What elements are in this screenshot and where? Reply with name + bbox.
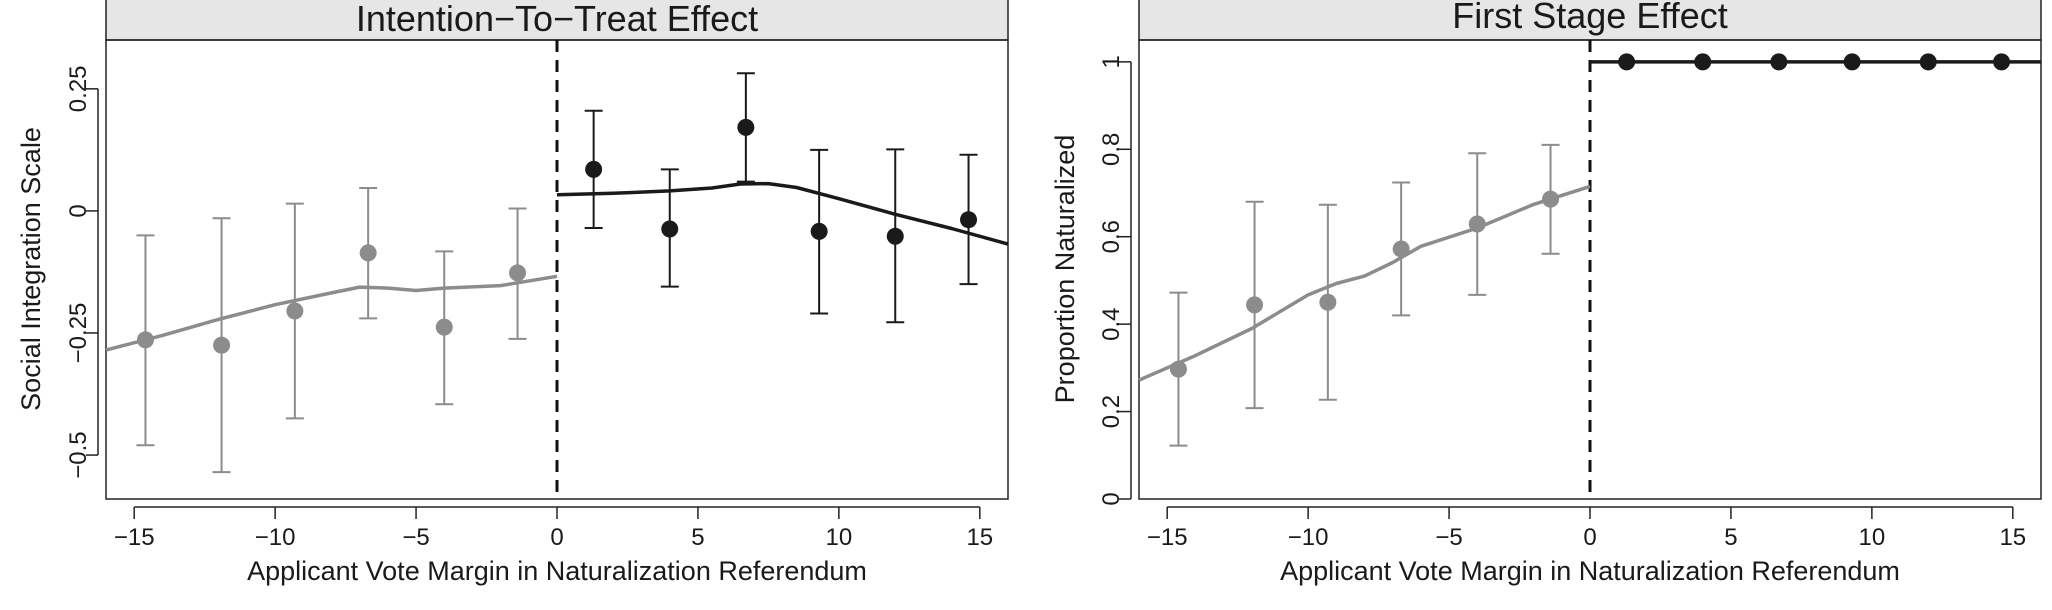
itt-data-point	[585, 160, 603, 178]
itt-panel: Intention−To−Treat Effect −15 −10 −5 0 5 10 15…	[16, 0, 1009, 586]
itt-data-point	[886, 227, 904, 245]
first-stage-fit-line-left	[1138, 184, 1591, 382]
itt-data-point	[359, 244, 377, 262]
first-stage-data-point	[1246, 296, 1264, 314]
first-stage-x-tick-label: −5	[1435, 524, 1462, 551]
itt-y-axis: −0.5 −0.25 0 0.25	[65, 65, 99, 479]
itt-data-point	[810, 222, 828, 240]
first-stage-data-point	[1392, 240, 1410, 258]
itt-panel-title: Intention−To−Treat Effect	[356, 0, 758, 39]
first-stage-data-point	[1843, 53, 1861, 71]
first-stage-data-point	[1993, 53, 2011, 71]
first-stage-y-tick-label: 0.6	[1098, 220, 1125, 253]
itt-data-point	[661, 220, 679, 238]
first-stage-panel-title: First Stage Effect	[1452, 0, 1727, 36]
itt-data-point	[960, 211, 978, 229]
first-stage-y-axis-title: Proportion Naturalized	[1050, 135, 1080, 404]
itt-data-point	[286, 302, 304, 320]
first-stage-x-tick-label: 15	[1999, 524, 2026, 551]
itt-x-tick-label: −10	[255, 524, 296, 551]
first-stage-data-point	[1468, 215, 1486, 233]
itt-title-strip	[105, 0, 1009, 41]
itt-data-point	[435, 318, 453, 336]
itt-x-axis-title: Applicant Vote Margin in Naturalization …	[247, 556, 867, 586]
first-stage-y-tick-label: 1	[1098, 55, 1125, 68]
first-stage-x-tick-label: −15	[1147, 524, 1188, 551]
first-stage-data-point	[1319, 293, 1337, 311]
first-stage-title-strip	[1138, 0, 2042, 41]
itt-fit-line-right	[556, 181, 1009, 246]
first-stage-x-tick-label: −10	[1288, 524, 1329, 551]
itt-data-point	[213, 336, 231, 354]
first-stage-x-tick-label: 5	[1724, 524, 1737, 551]
first-stage-data-point	[1618, 53, 1636, 71]
itt-x-tick-label: 0	[550, 524, 563, 551]
itt-data-point	[136, 331, 154, 349]
first-stage-x-axis: −15 −10 −5 0 5 10 15	[1147, 506, 2026, 551]
itt-y-axis-title: Social Integration Scale	[16, 127, 46, 411]
first-stage-y-axis: 0 0.2 0.4 0.6 0.8 1	[1098, 55, 1132, 506]
first-stage-y-tick-label: 0.2	[1098, 395, 1125, 428]
first-stage-y-tick-label: 0.8	[1098, 133, 1125, 166]
first-stage-marks	[1138, 53, 2041, 447]
first-stage-data-point	[1919, 53, 1937, 71]
itt-y-tick-label: −0.5	[65, 431, 92, 478]
first-stage-data-point	[1169, 360, 1187, 378]
first-stage-x-tick-label: 10	[1859, 524, 1886, 551]
first-stage-y-tick-label: 0	[1098, 492, 1125, 505]
first-stage-x-axis-title: Applicant Vote Margin in Naturalization …	[1280, 556, 1900, 586]
itt-data-point	[737, 118, 755, 136]
itt-x-axis: −15 −10 −5 0 5 10 15	[114, 506, 993, 551]
first-stage-y-tick-label: 0.4	[1098, 307, 1125, 340]
first-stage-panel: First Stage Effect −15 −10 −5 0 5 10 15 0 0.2 0.…	[1050, 0, 2042, 586]
first-stage-x-tick-label: 0	[1583, 524, 1596, 551]
itt-x-tick-label: −15	[114, 524, 155, 551]
itt-x-tick-label: −5	[402, 524, 429, 551]
itt-x-tick-label: 10	[826, 524, 853, 551]
first-stage-data-point	[1694, 53, 1712, 71]
itt-data-point	[509, 264, 527, 282]
itt-y-tick-label: −0.25	[65, 303, 92, 364]
itt-y-tick-label: 0	[65, 204, 92, 217]
itt-fit-line-left	[105, 274, 558, 352]
first-stage-data-point	[1770, 53, 1788, 71]
itt-y-tick-label: 0.25	[65, 65, 92, 112]
first-stage-data-point	[1542, 190, 1560, 208]
itt-x-tick-label: 5	[691, 524, 704, 551]
itt-x-tick-label: 15	[966, 524, 993, 551]
itt-marks	[105, 72, 1009, 474]
